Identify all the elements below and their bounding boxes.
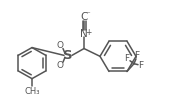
Text: C: C <box>80 12 88 22</box>
Text: +: + <box>85 28 91 37</box>
Text: F: F <box>139 61 144 70</box>
Text: N: N <box>80 29 88 39</box>
Text: O: O <box>56 41 64 50</box>
Text: F: F <box>124 54 130 63</box>
Text: F: F <box>134 51 140 60</box>
Text: O: O <box>56 61 64 70</box>
Text: ⁻: ⁻ <box>86 10 90 19</box>
Text: CH₃: CH₃ <box>24 87 40 96</box>
Text: S: S <box>63 49 73 62</box>
